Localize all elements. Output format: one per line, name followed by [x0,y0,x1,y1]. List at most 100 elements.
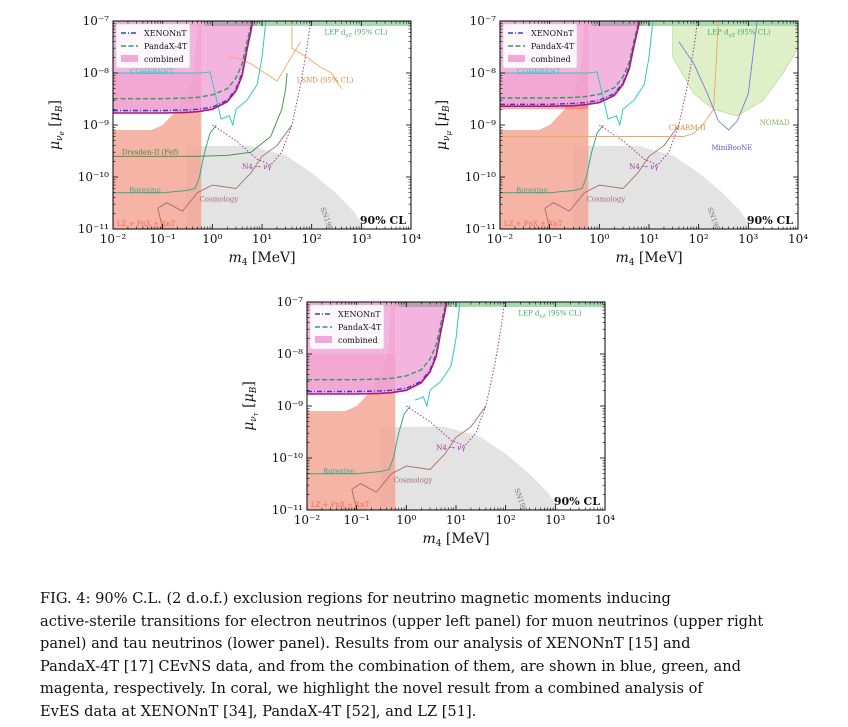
x-axis-label: m4 [MeV] [422,531,489,549]
sn1987a-region [573,145,753,229]
legend-combined-label: combined [144,55,184,64]
chart-tau: Borexino Cosmology N4 → νγ LZ + PnX + XnT[E… [241,295,615,549]
charm-label: CHARM-II [669,124,706,132]
caption-line: PandaX-4T [17] CEvNS data, and from the … [40,657,741,675]
caption-line: panel) and tau neutrinos (lower panel). … [40,635,691,653]
sn1987a-region [380,426,560,510]
y-tick-label: 10⁻¹⁰ [272,451,303,465]
lep-label: LEP dγZ (95% CL) [324,29,387,39]
x-axis-label: m4 [MeV] [228,250,295,268]
y-axis-label: μνμ [μB] [434,100,453,150]
coherent-label: COHERENT [130,68,174,76]
y-tick-label: 10⁻⁸ [470,66,497,80]
dresden-label: Dresden-II (Fef) [122,148,179,156]
eves-region [113,21,202,229]
x-tick-label: 10¹ [639,232,659,246]
x-tick-label: 10⁻² [100,232,127,246]
legend-combined-label: combined [531,55,571,64]
legend-xenon-label: XENONnT [531,29,574,38]
cosmology-curve [157,124,293,229]
legend-combined-swatch [315,336,332,343]
x-tick-label: 10⁻¹ [536,232,562,246]
top-gray-band [398,302,452,307]
eves-region [500,21,589,229]
y-tick-label: 10⁻⁷ [83,14,110,28]
borexino-label: Borexino [323,468,355,476]
x-axis-label: m4 [MeV] [615,250,682,268]
cl-label: 90% CL [747,214,793,227]
charm-curve [500,21,719,137]
coherent-curve [414,302,461,408]
lep-label: LEP dγZ (95% CL) [707,29,770,39]
x-tick-label: 10⁴ [788,232,808,246]
nomad-region [672,21,798,117]
y-tick-label: 10⁻⁷ [470,14,497,28]
legend-combined-swatch [508,55,525,62]
x-tick-label: 10⁻² [487,232,514,246]
x-tick-label: 10⁴ [401,232,421,246]
borexino-label: Borexino [129,187,161,195]
x-tick-label: 10⁻¹ [343,513,369,527]
nomad-label: NOMAD [760,119,790,127]
decay-label: N4 → νγ [242,163,271,171]
y-axis-label: μντ [μB] [241,381,260,431]
legend-pandax-label: PandaX-4T [144,42,188,51]
x-tick-label: 10³ [351,232,371,246]
lsnd-curve-2 [227,41,301,82]
top-gray-band [204,21,258,26]
x-tick-label: 10² [689,232,709,246]
figure-caption: FIG. 4: 90% C.L. (2 d.o.f.) exclusion re… [40,588,820,724]
borexino-label: Borexino [516,187,548,195]
cosmology-label: Cosmology [586,195,625,203]
decay-label: N4 → νγ [436,444,465,452]
x-tick-label: 10⁰ [396,513,416,527]
lz-label: LZ + PnX + XnT [504,220,563,228]
lz-label: LZ + PnX + XnT [311,501,370,509]
eves-label: [EvES] [342,508,367,516]
combined-curve [307,302,448,395]
legend-combined-swatch [121,55,138,62]
legend: XENONnT PandaX-4T combined [309,304,385,350]
x-tick-label: 10² [302,232,322,246]
lz-label: LZ + PnX + XnT [117,220,176,228]
chart-electron: COHERENT Borexino Cosmology N4 → νγ LZ + PnX… [47,14,421,268]
pandax-curve [307,302,448,381]
cl-label: 90% CL [360,214,406,227]
x-tick-label: 10¹ [446,513,466,527]
top-gray-band [591,21,645,26]
y-tick-label: 10⁻¹¹ [78,222,109,236]
y-tick-label: 10⁻⁸ [277,347,304,361]
y-tick-label: 10⁻⁹ [470,118,497,132]
y-tick-label: 10⁻¹⁰ [78,170,109,184]
legend-pandax-label: PandaX-4T [531,42,575,51]
y-tick-label: 10⁻⁸ [83,66,110,80]
caption-line: active-sterile transitions for electron … [40,612,764,630]
eves-region [307,302,396,510]
sn1987a-region [186,145,366,229]
lep-label: LEP dγZ (95% CL) [518,310,581,320]
cosmology-curve [351,405,487,510]
caption-line: magenta, respectively. In coral, we high… [40,680,703,698]
y-tick-label: 10⁻⁹ [277,399,304,413]
eves-label: [EvES] [535,227,560,235]
legend: XENONnT PandaX-4T combined [502,23,578,69]
legend-xenon-label: XENONnT [144,29,187,38]
miniboone-label: MiniBooNE [711,144,752,152]
cosmology-label: Cosmology [393,476,432,484]
x-tick-label: 10² [496,513,516,527]
y-tick-label: 10⁻¹¹ [465,222,496,236]
coherent-label: COHERENT [517,68,561,76]
x-tick-label: 10⁻² [294,513,321,527]
legend-pandax-label: PandaX-4T [338,323,382,332]
pandax-curve [113,21,254,100]
eves-label: [EvES] [148,227,173,235]
borexino-curve [307,405,411,475]
decay-label: N4 → νγ [629,163,658,171]
cosmology-curve [544,124,680,229]
legend: XENONnT PandaX-4T combined [115,23,191,69]
lsnd-curve [291,21,342,89]
x-tick-label: 10⁴ [595,513,615,527]
dresden-curve [113,72,288,157]
legend-combined-label: combined [338,336,378,345]
chart-muon: COHERENT Borexino Cosmology N4 → νγ LZ + PnX… [434,14,808,268]
